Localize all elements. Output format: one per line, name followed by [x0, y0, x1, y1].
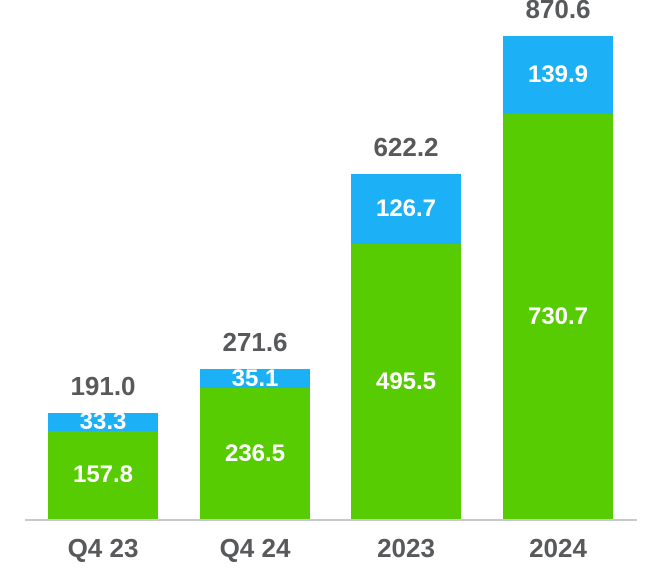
- bar-segment-green: 495.5: [351, 244, 461, 519]
- bar-segment-green: 157.8: [48, 431, 158, 519]
- segment-value-label: 139.9: [527, 61, 589, 88]
- total-value-label: 622.2: [373, 132, 439, 162]
- x-axis-label: Q4 24: [219, 533, 291, 563]
- total-value-label: 271.6: [222, 327, 288, 357]
- total-value-label: 870.6: [525, 0, 591, 24]
- bar-segment-green: 730.7: [503, 114, 613, 519]
- bar-segment-blue: 126.7: [351, 174, 461, 244]
- segment-value-label: 33.3: [79, 408, 127, 435]
- bar-segment-blue: 139.9: [503, 36, 613, 114]
- bar-segment-blue: 35.1: [200, 364, 310, 392]
- segment-value-label: 730.7: [527, 302, 589, 330]
- x-axis-line: [25, 519, 637, 521]
- x-axis-label: 2023: [377, 533, 435, 563]
- segment-value-label: 35.1: [231, 364, 279, 392]
- x-axis-label: 2024: [529, 533, 587, 563]
- bar-segment-blue: 33.3: [48, 408, 158, 435]
- segment-value-label: 236.5: [224, 439, 286, 467]
- x-axis-label: Q4 23: [67, 533, 139, 563]
- segment-value-label: 126.7: [375, 195, 437, 222]
- total-value-label: 191.0: [70, 371, 136, 401]
- segment-value-label: 495.5: [375, 367, 437, 395]
- segment-value-label: 157.8: [72, 461, 134, 488]
- bar-segment-green: 236.5: [200, 388, 310, 519]
